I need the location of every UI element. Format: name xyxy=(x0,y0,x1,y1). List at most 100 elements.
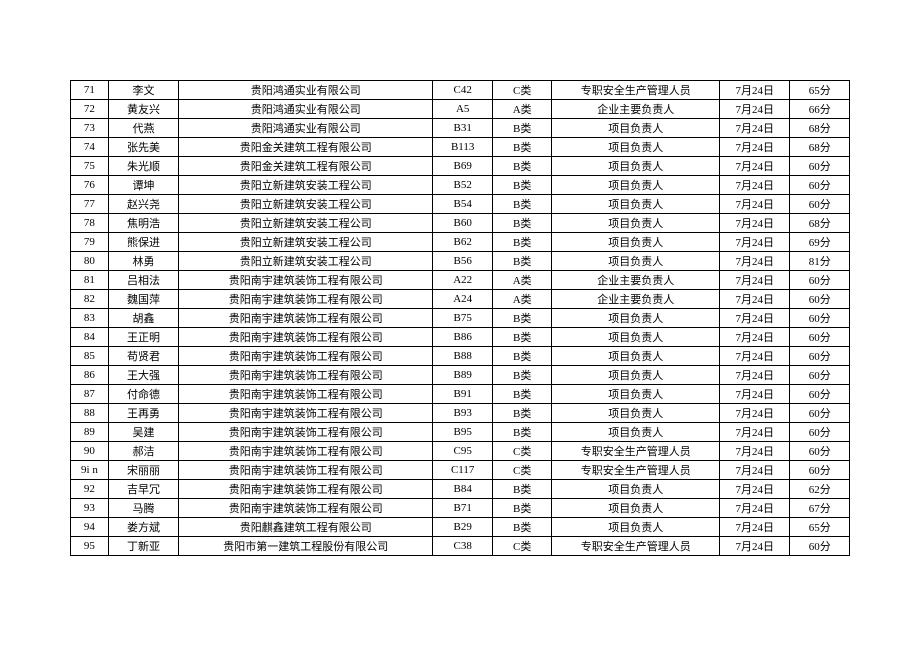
cell-company: 贵阳南宇建筑装饰工程有限公司 xyxy=(179,328,433,347)
cell-score: 60分 xyxy=(790,176,850,195)
cell-score: 60分 xyxy=(790,271,850,290)
cell-date: 7月24日 xyxy=(720,252,790,271)
cell-score: 60分 xyxy=(790,537,850,556)
cell-code: B62 xyxy=(433,233,493,252)
cell-name: 苟贤君 xyxy=(108,347,178,366)
cell-name: 王再勇 xyxy=(108,404,178,423)
cell-score: 68分 xyxy=(790,138,850,157)
cell-date: 7月24日 xyxy=(720,214,790,233)
cell-category: C类 xyxy=(492,81,552,100)
cell-category: C类 xyxy=(492,461,552,480)
cell-score: 66分 xyxy=(790,100,850,119)
cell-idx: 78 xyxy=(71,214,109,233)
cell-idx: 82 xyxy=(71,290,109,309)
cell-role: 项目负责人 xyxy=(552,233,720,252)
cell-code: C117 xyxy=(433,461,493,480)
cell-code: C38 xyxy=(433,537,493,556)
cell-name: 张先美 xyxy=(108,138,178,157)
cell-company: 贵阳南宇建筑装饰工程有限公司 xyxy=(179,290,433,309)
cell-code: C95 xyxy=(433,442,493,461)
cell-name: 赵兴尧 xyxy=(108,195,178,214)
cell-company: 贵阳立新建筑安装工程公司 xyxy=(179,252,433,271)
cell-role: 项目负责人 xyxy=(552,366,720,385)
cell-role: 专职安全生产管理人员 xyxy=(552,81,720,100)
cell-role: 项目负责人 xyxy=(552,195,720,214)
cell-idx: 71 xyxy=(71,81,109,100)
cell-role: 项目负责人 xyxy=(552,176,720,195)
cell-code: B91 xyxy=(433,385,493,404)
cell-code: A22 xyxy=(433,271,493,290)
cell-role: 项目负责人 xyxy=(552,480,720,499)
cell-code: A5 xyxy=(433,100,493,119)
cell-idx: 77 xyxy=(71,195,109,214)
cell-idx: 93 xyxy=(71,499,109,518)
cell-code: B71 xyxy=(433,499,493,518)
cell-score: 60分 xyxy=(790,385,850,404)
cell-category: B类 xyxy=(492,157,552,176)
cell-date: 7月24日 xyxy=(720,176,790,195)
cell-role: 项目负责人 xyxy=(552,157,720,176)
cell-code: B54 xyxy=(433,195,493,214)
cell-date: 7月24日 xyxy=(720,81,790,100)
table-row: 81吕相法贵阳南宇建筑装饰工程有限公司A22A类企业主要负责人7月24日60分 xyxy=(71,271,850,290)
cell-company: 贵阳南宇建筑装饰工程有限公司 xyxy=(179,461,433,480)
table-row: 79熊保进贵阳立新建筑安装工程公司B62B类项目负责人7月24日69分 xyxy=(71,233,850,252)
cell-role: 项目负责人 xyxy=(552,423,720,442)
cell-date: 7月24日 xyxy=(720,195,790,214)
cell-category: A类 xyxy=(492,271,552,290)
cell-idx: 80 xyxy=(71,252,109,271)
cell-date: 7月24日 xyxy=(720,385,790,404)
cell-company: 贵阳金关建筑工程有限公司 xyxy=(179,157,433,176)
cell-company: 贵阳金关建筑工程有限公司 xyxy=(179,138,433,157)
cell-idx: 73 xyxy=(71,119,109,138)
cell-code: B29 xyxy=(433,518,493,537)
cell-idx: 85 xyxy=(71,347,109,366)
cell-category: B类 xyxy=(492,138,552,157)
table-row: 80林勇贵阳立新建筑安装工程公司B56B类项目负责人7月24日81分 xyxy=(71,252,850,271)
cell-date: 7月24日 xyxy=(720,423,790,442)
cell-code: B95 xyxy=(433,423,493,442)
cell-idx: 95 xyxy=(71,537,109,556)
cell-date: 7月24日 xyxy=(720,537,790,556)
cell-category: B类 xyxy=(492,195,552,214)
cell-score: 60分 xyxy=(790,404,850,423)
cell-role: 专职安全生产管理人员 xyxy=(552,461,720,480)
cell-category: B类 xyxy=(492,499,552,518)
cell-category: B类 xyxy=(492,176,552,195)
cell-category: B类 xyxy=(492,252,552,271)
table-row: 90郝洁贵阳南宇建筑装饰工程有限公司C95C类专职安全生产管理人员7月24日60… xyxy=(71,442,850,461)
cell-category: B类 xyxy=(492,366,552,385)
cell-name: 丁新亚 xyxy=(108,537,178,556)
cell-idx: 89 xyxy=(71,423,109,442)
cell-idx: 79 xyxy=(71,233,109,252)
table-row: 76谭坤贵阳立新建筑安装工程公司B52B类项目负责人7月24日60分 xyxy=(71,176,850,195)
cell-role: 项目负责人 xyxy=(552,518,720,537)
cell-company: 贵阳南宇建筑装饰工程有限公司 xyxy=(179,347,433,366)
cell-score: 68分 xyxy=(790,119,850,138)
cell-company: 贵阳立新建筑安装工程公司 xyxy=(179,233,433,252)
cell-code: B60 xyxy=(433,214,493,233)
cell-idx: 76 xyxy=(71,176,109,195)
cell-date: 7月24日 xyxy=(720,518,790,537)
cell-score: 60分 xyxy=(790,423,850,442)
cell-company: 贵阳南宇建筑装饰工程有限公司 xyxy=(179,423,433,442)
cell-code: B89 xyxy=(433,366,493,385)
cell-code: B88 xyxy=(433,347,493,366)
cell-idx: 87 xyxy=(71,385,109,404)
cell-name: 吕相法 xyxy=(108,271,178,290)
cell-date: 7月24日 xyxy=(720,499,790,518)
cell-score: 60分 xyxy=(790,347,850,366)
cell-name: 林勇 xyxy=(108,252,178,271)
cell-company: 贵阳鸿通实业有限公司 xyxy=(179,119,433,138)
cell-idx: 74 xyxy=(71,138,109,157)
cell-category: B类 xyxy=(492,328,552,347)
table-row: 73代燕贵阳鸿通实业有限公司B31B类项目负责人7月24日68分 xyxy=(71,119,850,138)
cell-name: 王大强 xyxy=(108,366,178,385)
table-row: 75朱光顺贵阳金关建筑工程有限公司B69B类项目负责人7月24日60分 xyxy=(71,157,850,176)
cell-category: B类 xyxy=(492,518,552,537)
table-row: 72黄友兴贵阳鸿通实业有限公司A5A类企业主要负责人7月24日66分 xyxy=(71,100,850,119)
table-row: 86王大强贵阳南宇建筑装饰工程有限公司B89B类项目负责人7月24日60分 xyxy=(71,366,850,385)
cell-company: 贵阳南宇建筑装饰工程有限公司 xyxy=(179,480,433,499)
cell-name: 付命德 xyxy=(108,385,178,404)
table-row: 92吉早冗贵阳南宇建筑装饰工程有限公司B84B类项目负责人7月24日62分 xyxy=(71,480,850,499)
